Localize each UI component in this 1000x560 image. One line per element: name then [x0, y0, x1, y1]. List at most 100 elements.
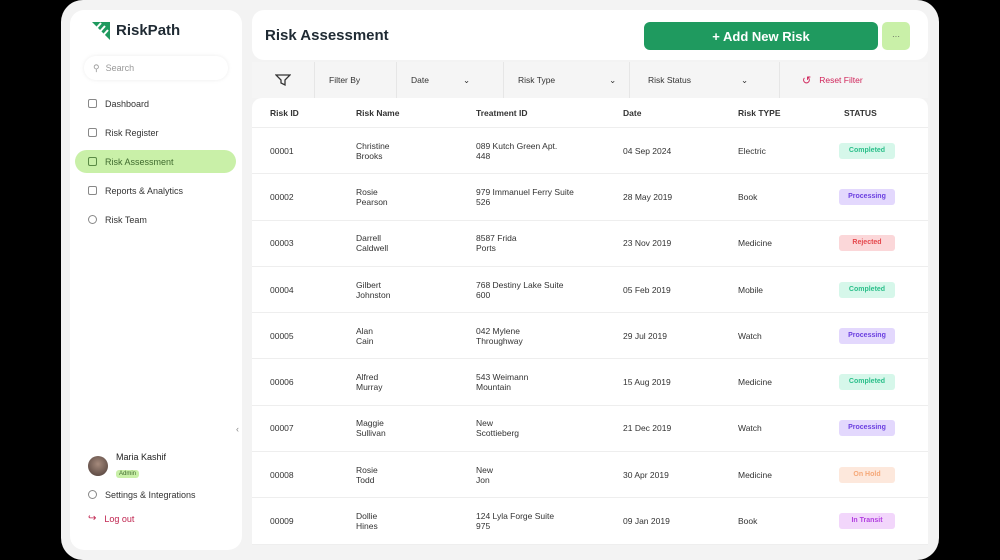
- risk-name-line: Murray: [356, 382, 383, 393]
- risk-date: 05 Feb 2019: [623, 284, 671, 295]
- risk-type-filter[interactable]: Risk Type ⌄: [504, 62, 630, 98]
- avatar: [88, 456, 108, 476]
- date-filter-label: Date: [411, 75, 429, 85]
- risk-id: 00001: [270, 145, 294, 156]
- risk-id: 00005: [270, 330, 294, 341]
- table-row[interactable]: 00002 Rosie Pearson 979 Immanuel Ferry Su…: [252, 174, 928, 221]
- status-badge: Processing: [839, 420, 895, 437]
- more-options-button[interactable]: ···: [882, 22, 910, 50]
- add-new-risk-button[interactable]: + Add New Risk: [644, 22, 878, 50]
- treatment-line: 042 Mylene: [476, 325, 520, 336]
- table-row[interactable]: 00005 Alan Cain 042 Mylene Throughway 29 J…: [252, 313, 928, 360]
- search-icon: ⚲: [93, 62, 100, 73]
- app-name: RiskPath: [116, 21, 181, 39]
- status-badge: Rejected: [839, 235, 895, 252]
- col-risk-id[interactable]: Risk ID: [270, 107, 299, 118]
- filter-bar: Filter By Date ⌄ Risk Type ⌄ Risk Status ⌄ …: [252, 62, 928, 98]
- risk-id: 00007: [270, 423, 294, 434]
- risk-type: Book: [738, 516, 758, 527]
- risk-type: Electric: [738, 145, 766, 156]
- treatment-line: 600: [476, 289, 491, 300]
- user-profile[interactable]: Maria Kashif Admin: [88, 452, 166, 480]
- risk-name-line: Sullivan: [356, 428, 386, 439]
- treatment-id: 8587 Frida Ports: [476, 233, 623, 253]
- table-row[interactable]: 00004 Gilbert Johnston 768 Destiny Lake S…: [252, 267, 928, 314]
- settings-link[interactable]: Settings & Integrations: [75, 483, 236, 506]
- status-badge: Completed: [839, 374, 895, 391]
- dashboard-icon: [88, 99, 97, 108]
- nav-label: Settings & Integrations: [105, 489, 196, 500]
- treatment-line: 979 Immanuel Ferry Suite: [476, 186, 574, 197]
- risk-name-line: Rosie: [356, 186, 378, 197]
- treatment-line: Ports: [476, 243, 496, 254]
- risk-type: Book: [738, 191, 758, 202]
- col-treatment-id[interactable]: Treatment ID: [476, 107, 528, 118]
- risk-date: 23 Nov 2019: [623, 238, 672, 249]
- col-risk-name[interactable]: Risk Name: [356, 107, 400, 118]
- collapse-sidebar-icon[interactable]: ‹: [236, 424, 239, 434]
- risk-name-line: Caldwell: [356, 243, 389, 254]
- risk-id: 00003: [270, 238, 294, 249]
- funnel-icon: [252, 62, 315, 98]
- sidebar-item-dashboard[interactable]: Dashboard: [75, 92, 236, 115]
- risk-type-filter-label: Risk Type: [518, 75, 556, 85]
- nav-label: Reports & Analytics: [105, 185, 184, 196]
- risk-date: 09 Jan 2019: [623, 516, 670, 527]
- treatment-id: 089 Kutch Green Apt. 448: [476, 141, 623, 161]
- col-status[interactable]: STATUS: [844, 107, 877, 118]
- treatment-line: 089 Kutch Green Apt.: [476, 140, 558, 151]
- col-risk-type[interactable]: Risk TYPE: [738, 107, 781, 118]
- nav-label: Risk Team: [105, 214, 147, 225]
- risk-name-line: Alan: [356, 325, 374, 336]
- reports-icon: [88, 186, 97, 195]
- col-date[interactable]: Date: [623, 107, 642, 118]
- table-row[interactable]: 00003 Darrell Caldwell 8587 Frida Ports 23…: [252, 221, 928, 267]
- reset-filter-button[interactable]: ↺ Reset Filter: [780, 62, 863, 98]
- risk-type: Medicine: [738, 377, 773, 388]
- table-row[interactable]: 00006 Alfred Murray 543 Weimann Mountain 1…: [252, 359, 928, 406]
- sidebar-item-reports[interactable]: Reports & Analytics: [75, 179, 236, 202]
- treatment-line: 448: [476, 150, 491, 161]
- risk-status-filter[interactable]: Risk Status ⌄: [630, 62, 780, 98]
- team-icon: [88, 215, 97, 224]
- risk-name-line: Darrell: [356, 233, 382, 244]
- risk-name: Gilbert Johnston: [356, 280, 476, 300]
- sidebar-item-risk-register[interactable]: Risk Register: [75, 121, 236, 144]
- risk-name-line: Hines: [356, 521, 378, 532]
- risk-name: Darrell Caldwell: [356, 233, 476, 253]
- treatment-line: New: [476, 464, 494, 475]
- filter-by-label: Filter By: [315, 62, 397, 98]
- table-row[interactable]: 00007 Maggie Sullivan New Scottieberg 21 D…: [252, 406, 928, 453]
- table-row[interactable]: 00001 Christine Brooks 089 Kutch Green Ap…: [252, 128, 928, 175]
- sidebar-item-risk-assessment[interactable]: Risk Assessment: [75, 150, 236, 173]
- treatment-line: 543 Weimann: [476, 372, 529, 383]
- status-badge: Completed: [839, 281, 895, 298]
- reset-filter-label: Reset Filter: [819, 75, 863, 85]
- risk-name-line: Rosie: [356, 464, 378, 475]
- date-filter[interactable]: Date ⌄: [397, 62, 504, 98]
- nav-label: Log out: [104, 513, 135, 524]
- treatment-id: 979 Immanuel Ferry Suite 526: [476, 187, 623, 207]
- risk-date: 30 Apr 2019: [623, 469, 669, 480]
- risk-name-line: Maggie: [356, 418, 384, 429]
- treatment-line: 8587 Frida: [476, 233, 517, 244]
- risk-type: Medicine: [738, 469, 773, 480]
- risk-name-line: Cain: [356, 335, 374, 346]
- clipboard-icon: [88, 157, 97, 166]
- status-badge: On Hold: [839, 466, 895, 483]
- risk-id: 00009: [270, 516, 294, 527]
- logout-icon: ↪: [88, 513, 97, 524]
- risk-type: Medicine: [738, 238, 773, 249]
- risk-name: Maggie Sullivan: [356, 418, 476, 438]
- sidebar-item-risk-team[interactable]: Risk Team: [75, 208, 236, 231]
- nav-label: Risk Register: [105, 127, 159, 138]
- risk-date: 04 Sep 2024: [623, 145, 672, 156]
- treatment-line: Scottieberg: [476, 428, 519, 439]
- status-badge: Processing: [839, 327, 895, 344]
- logout-link[interactable]: ↪ Log out: [75, 507, 236, 530]
- risk-name-line: Pearson: [356, 196, 388, 207]
- search-input[interactable]: ⚲ Search: [84, 56, 228, 80]
- table-row[interactable]: 00008 Rosie Todd New Jon 30 Apr 2019 Medic…: [252, 452, 928, 499]
- risk-type: Watch: [738, 330, 762, 341]
- treatment-id: New Scottieberg: [476, 418, 623, 438]
